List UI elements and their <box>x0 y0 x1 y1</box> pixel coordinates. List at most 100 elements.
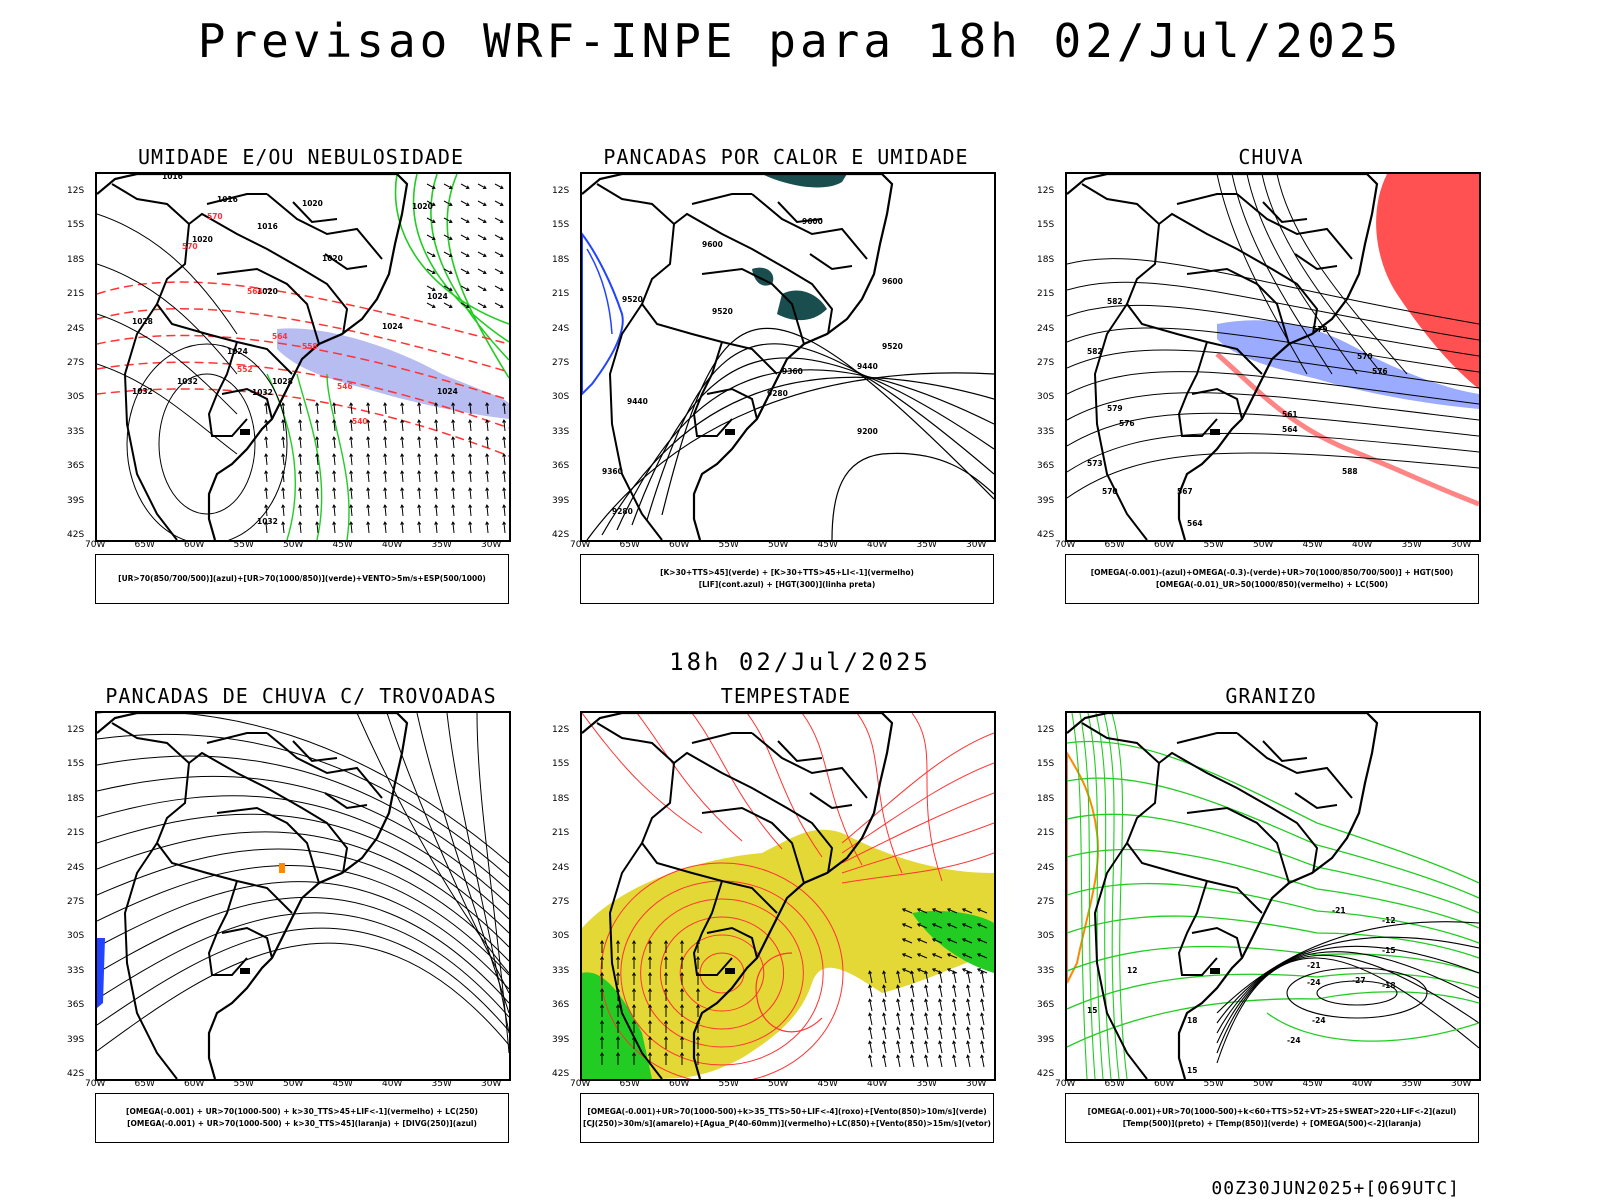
contour-label: 1016 <box>257 222 278 231</box>
lat-tick-label: 15S <box>552 220 570 231</box>
lon-tick-label: 50W <box>768 1079 789 1089</box>
lat-tick-label: 36S <box>552 461 570 472</box>
contour-label: 1028 <box>272 377 293 386</box>
lon-tick-label: 30W <box>481 1079 502 1089</box>
lat-tick-label: 42S <box>552 1069 570 1079</box>
contour-label: 9520 <box>712 307 733 316</box>
lat-tick-label: 30S <box>1037 392 1055 403</box>
legend-box: [UR>70(850/700/500)](azul)+[UR>70(1000/8… <box>95 554 509 604</box>
contour-label: 546 <box>337 382 353 391</box>
contour-label: 552 <box>237 365 253 374</box>
legend-line: [OMEGA(-0.001)+UR>70(1000-500)+k>35_TTS>… <box>587 1107 987 1116</box>
lat-tick-label: 33S <box>552 965 570 976</box>
lat-tick-label: 36S <box>1037 1000 1055 1011</box>
lat-tick-label: 39S <box>67 1034 85 1045</box>
lon-tick-label: 70W <box>85 540 106 550</box>
lat-tick-label: 24S <box>552 862 570 873</box>
lon-tick-label: 60W <box>1154 1079 1175 1089</box>
lon-tick-label: 40W <box>382 1079 403 1089</box>
legend-box: [OMEGA(-0.001) + UR>70(1000-500) + k>30_… <box>95 1093 509 1143</box>
lat-tick-label: 24S <box>67 323 85 334</box>
legend-line: [OMEGA(-0.001) + UR>70(1000-500) + k>30_… <box>127 1119 477 1128</box>
contour-label: 9360 <box>782 367 803 376</box>
contour-label: 18 <box>1187 1016 1197 1025</box>
map-svg: 582 582 579 576 573 570 567 564 561 564 570 576 579 5… <box>1067 174 1479 540</box>
contour-label: 9600 <box>882 277 903 286</box>
lon-tick-label: 65W <box>1104 1079 1125 1089</box>
contour-label: 1020 <box>322 254 343 263</box>
lon-tick-label: 45W <box>332 1079 353 1089</box>
contour-label: 567 <box>1177 487 1193 496</box>
contour-label: 576 <box>1119 419 1135 428</box>
contour-label: 564 <box>272 332 288 341</box>
panel-title: PANCADAS POR CALOR E UMIDADE <box>603 145 969 169</box>
contour-label: 15 <box>1087 1006 1097 1015</box>
contour-label: 1020 <box>192 235 213 244</box>
lon-tick-label: 50W <box>1253 1079 1274 1089</box>
lon-tick-label: 30W <box>1451 1079 1472 1089</box>
contour-label: 1016 <box>162 174 183 181</box>
contour-label: -27 <box>1352 976 1366 985</box>
lat-tick-label: 15S <box>552 759 570 770</box>
map-plot: 9600 9600 9600 9520 9520 9520 9440 9440 9360 9360… <box>580 172 996 542</box>
legend-line: [Temp(500)](preto) + [Temp(850)](verde) … <box>1122 1119 1422 1128</box>
contour-label: 9280 <box>767 389 788 398</box>
lat-tick-label: 21S <box>1037 828 1055 839</box>
contour-label: 15 <box>1187 1066 1197 1075</box>
contour-label: 564 <box>1187 519 1203 528</box>
lon-tick-label: 50W <box>283 540 304 550</box>
map-svg <box>97 713 509 1079</box>
main-title: Previsao WRF-INPE para 18h 02/Jul/2025 <box>197 14 1403 68</box>
lon-tick-label: 55W <box>1203 1079 1224 1089</box>
map-plot: 582 582 579 576 573 570 567 564 561 564 570 576 579 5… <box>1065 172 1481 542</box>
lat-tick-label: 42S <box>67 530 85 540</box>
lon-tick-label: 60W <box>669 540 690 550</box>
lon-tick-label: 50W <box>768 540 789 550</box>
contour-label: 561 <box>1282 410 1298 419</box>
lon-tick-label: 70W <box>570 1079 591 1089</box>
lat-tick-label: 21S <box>1037 289 1055 300</box>
lon-tick-label: 30W <box>966 540 987 550</box>
contour-label: 576 <box>1372 367 1388 376</box>
contour-label: 1024 <box>437 387 458 396</box>
lon-tick-label: 30W <box>1451 540 1472 550</box>
lat-tick-label: 15S <box>67 220 85 231</box>
legend-line: [UR>70(850/700/500)](azul)+[UR>70(1000/8… <box>118 574 486 583</box>
lon-tick-label: 50W <box>1253 540 1274 550</box>
lon-tick-label: 45W <box>817 1079 838 1089</box>
legend-line: [CJ(250)>30m/s](amarelo)+[Agua_P(40-60mm… <box>583 1119 991 1128</box>
map-plot: 1016 1016 1016 1020 1020 1020 1020 1020 1024 1024… <box>95 172 511 542</box>
lat-tick-label: 12S <box>552 725 570 735</box>
lat-tick-label: 30S <box>67 931 85 942</box>
lat-tick-label: 39S <box>1037 495 1055 506</box>
lon-tick-label: 35W <box>916 1079 937 1089</box>
contour-label: -24 <box>1307 978 1321 987</box>
contour-label: 582 <box>1107 297 1123 306</box>
map-plot <box>580 711 996 1081</box>
legend-box: [OMEGA(-0.001)+UR>70(1000-500)+k<60+TTS>… <box>1065 1093 1479 1143</box>
contour-label: 570 <box>207 212 223 221</box>
lat-tick-label: 36S <box>552 1000 570 1011</box>
lat-tick-label: 12S <box>1037 725 1055 735</box>
lat-tick-label: 18S <box>1037 793 1055 804</box>
legend-line: [K>30+TTS>45](verde) + [K>30+TTS>45+LI<-… <box>660 568 914 577</box>
lat-tick-label: 33S <box>1037 965 1055 976</box>
map-panel-1: UMIDADE E/OU NEBULOSIDADE 1016 1016 1016 102… <box>55 145 527 626</box>
contour-label: 9600 <box>702 240 723 249</box>
lat-tick-label: 30S <box>1037 931 1055 942</box>
lon-tick-label: 45W <box>1302 1079 1323 1089</box>
lat-tick-label: 15S <box>1037 759 1055 770</box>
panel-title: UMIDADE E/OU NEBULOSIDADE <box>137 145 465 169</box>
map-plot <box>95 711 511 1081</box>
lon-tick-label: 45W <box>332 540 353 550</box>
contour-label: 1032 <box>177 377 198 386</box>
legend-line: [OMEGA(-0.001) + UR>70(1000-500) + k>30_… <box>126 1107 478 1116</box>
lon-tick-label: 40W <box>867 1079 888 1089</box>
mid-title: 18h 02/Jul/2025 <box>669 648 931 676</box>
lat-tick-label: 24S <box>67 862 85 873</box>
lon-tick-label: 35W <box>1401 540 1422 550</box>
lat-tick-label: 27S <box>1037 897 1055 907</box>
contour-label: 1020 <box>412 202 433 211</box>
panel-title: PANCADAS DE CHUVA C/ TROVOADAS <box>105 684 497 708</box>
